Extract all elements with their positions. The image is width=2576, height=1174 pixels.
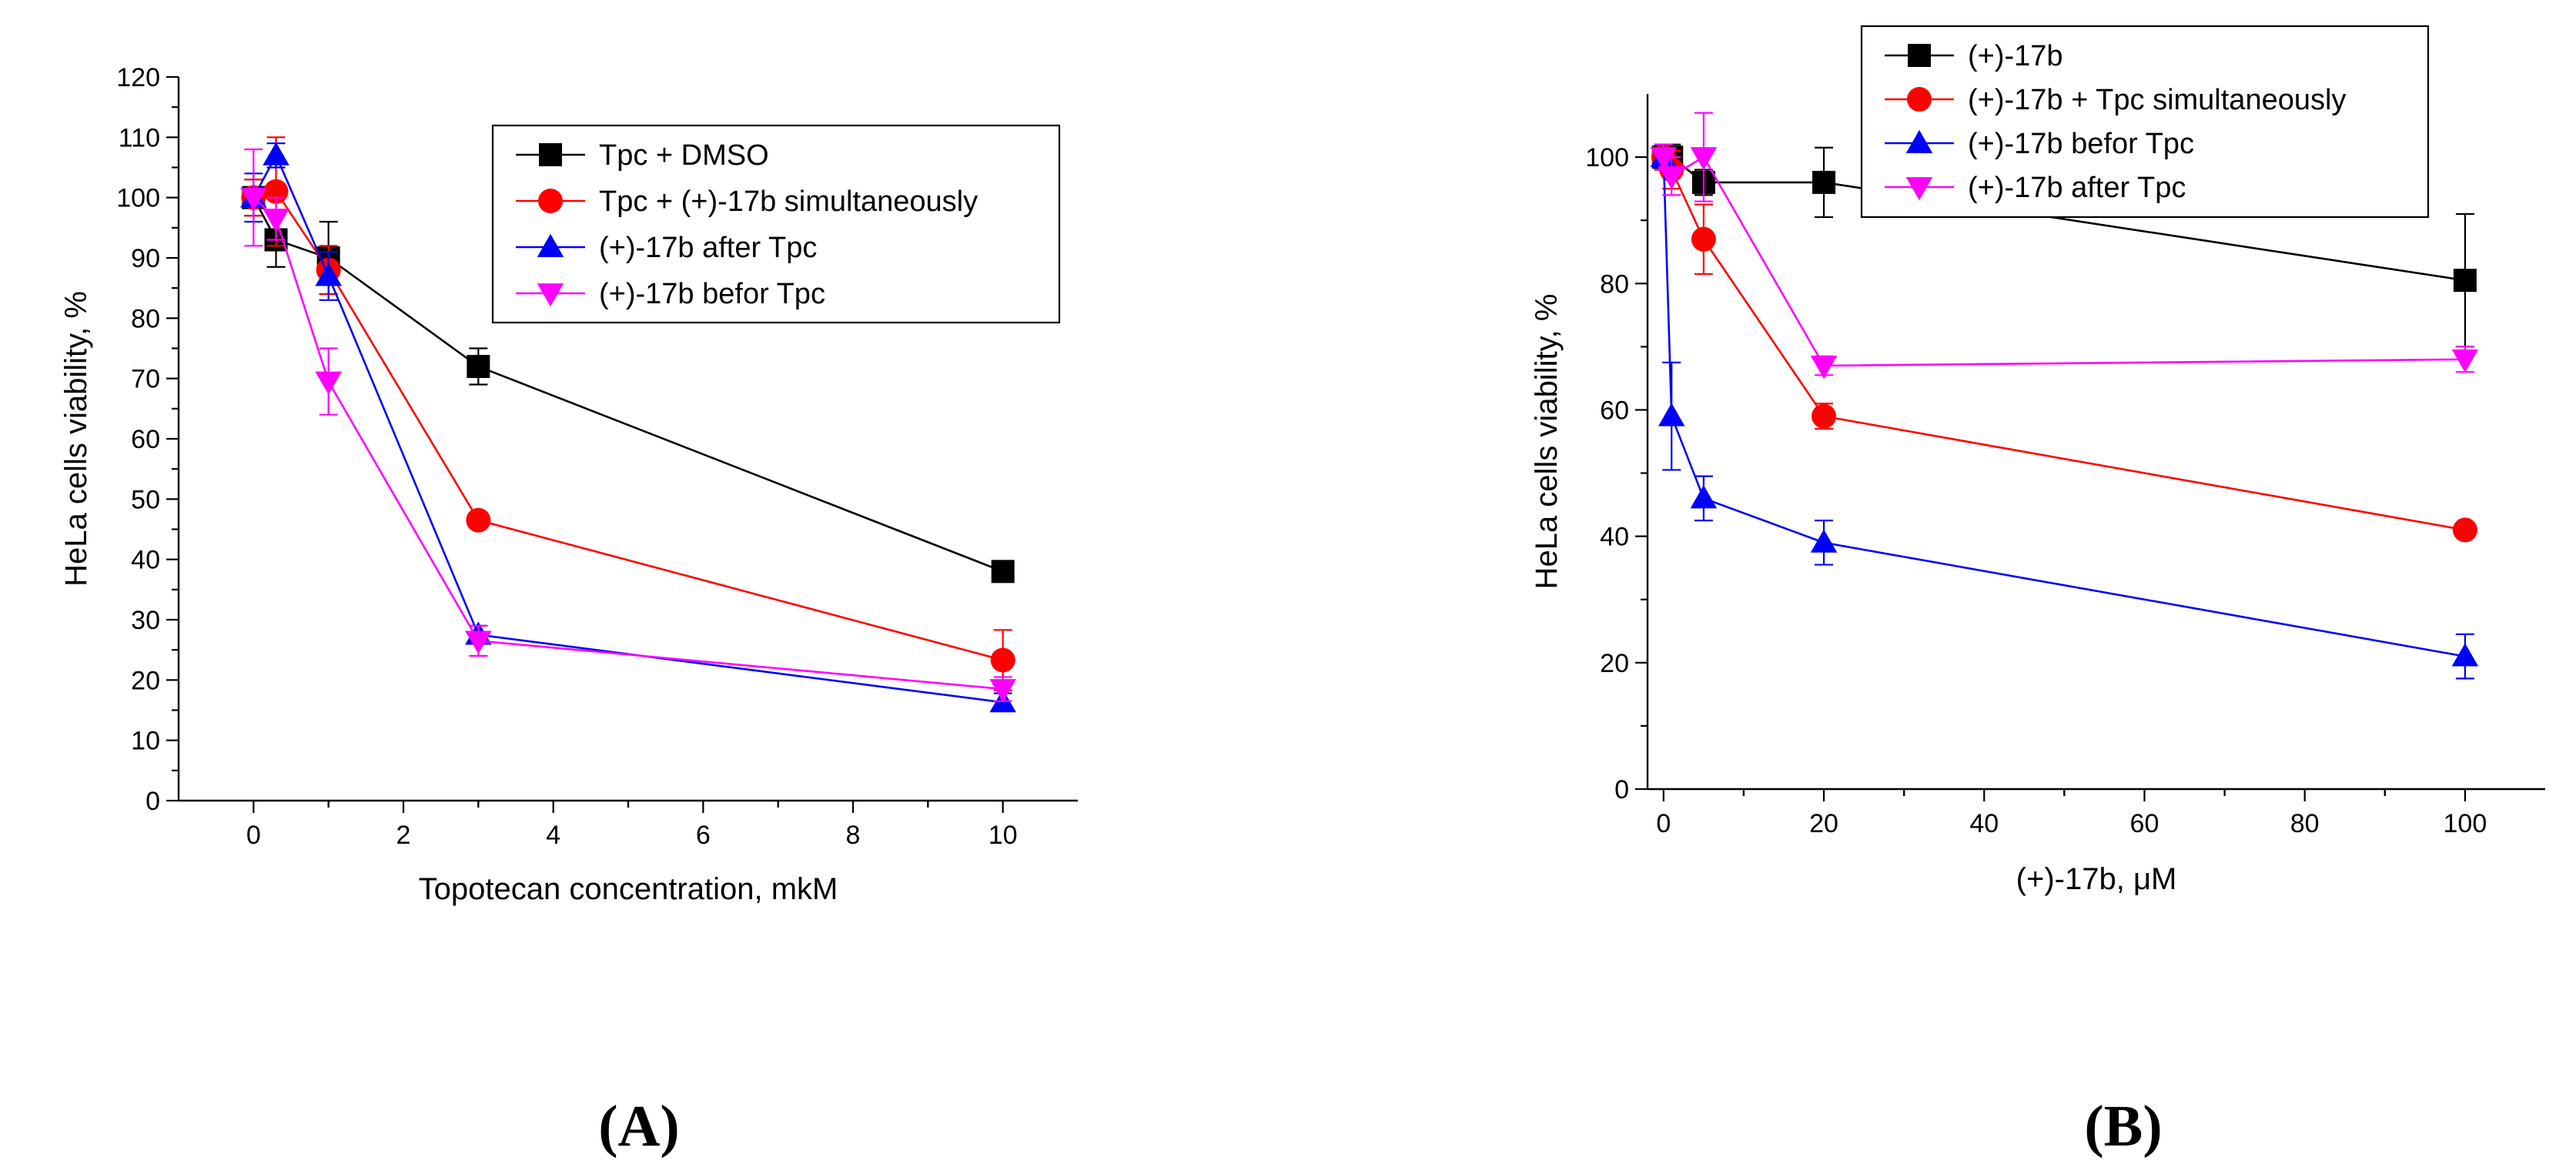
x-tick-label: 8: [846, 821, 861, 850]
x-tick-label: 20: [1809, 809, 1838, 838]
chart-panel-b: 0 20 40 60 80 100 0 20 40 60 80 100 (+)-17b, μM HeLa …: [1530, 25, 2545, 1159]
y-tick-label: 40: [131, 546, 160, 575]
y-tick-label: 30: [131, 606, 160, 635]
y-axis-label: HeLa cells viability, %: [1530, 294, 1564, 590]
x-tick-label: 2: [396, 821, 411, 850]
legend-marker: [537, 233, 564, 257]
y-tick-label: 10: [131, 727, 160, 756]
series-3: [1650, 112, 2479, 380]
data-point: [263, 209, 289, 232]
x-axis-label: Topotecan concentration, mkM: [419, 872, 838, 906]
data-point: [315, 263, 342, 286]
data-point: [1812, 403, 1837, 429]
legend-marker: [1907, 87, 1932, 112]
data-point: [990, 647, 1015, 673]
series-2: [1650, 143, 2479, 680]
x-tick-label: 0: [1656, 809, 1671, 838]
data-point: [1658, 403, 1685, 426]
panel-label: (B): [2084, 1094, 2162, 1159]
data-point: [1650, 147, 1678, 171]
legend: (+)-17b (+)-17b + Tpc simultaneously (+)-1…: [1860, 25, 2430, 219]
data-point: [2451, 643, 2479, 667]
y-tick-label: 40: [1600, 523, 1629, 552]
chart-panel-a: 0 10 20 30 40 50 60 70 80 90 100 110 120 0 2 4 6 8 10 Topot…: [59, 63, 1078, 1159]
y-tick-label: 0: [146, 787, 160, 816]
data-point: [1658, 166, 1685, 189]
x-tick-label: 80: [2290, 809, 2320, 838]
y-tick-label: 90: [131, 244, 160, 273]
legend-entry: Tpc + (+)-17b simultaneously: [599, 186, 978, 218]
data-point: [1810, 529, 1838, 553]
x-tick-label: 60: [2130, 809, 2159, 838]
legend-entry: (+)-17b befor Tpc: [599, 278, 825, 310]
y-tick-label: 20: [1600, 649, 1629, 678]
legend-entry: (+)-17b after Tpc: [1968, 172, 2186, 204]
legend-box: [491, 124, 1061, 324]
x-tick-label: 0: [246, 821, 261, 850]
panel-label: (A): [598, 1094, 680, 1159]
legend: Tpc + DMSO Tpc + (+)-17b simultaneously (+…: [491, 124, 1061, 324]
data-point: [2452, 517, 2477, 543]
data-point: [989, 679, 1016, 703]
y-tick-label: 60: [1600, 396, 1629, 425]
legend-entry: Tpc + DMSO: [599, 139, 769, 172]
data-point: [2453, 269, 2477, 293]
x-tick-label: 4: [546, 821, 560, 850]
legend-marker: [539, 143, 562, 166]
series-3: [240, 148, 1016, 703]
data-point: [1691, 226, 1716, 252]
series-line: [1662, 157, 2466, 657]
data-point: [1810, 356, 1838, 380]
x-tick-label: 6: [696, 821, 711, 850]
y-tick-label: 80: [1600, 269, 1629, 299]
legend-marker: [1908, 44, 1931, 67]
y-tick-label: 80: [131, 304, 160, 333]
legend-entry: (+)-17b + Tpc simultaneously: [1968, 84, 2346, 116]
data-point: [1812, 170, 1836, 194]
legend-box: [1860, 25, 2430, 219]
legend-marker: [538, 189, 563, 213]
y-tick-label: 70: [131, 365, 160, 394]
data-point: [1690, 485, 1718, 509]
y-axis-label: HeLa cells viability, %: [59, 291, 93, 587]
data-point: [240, 187, 267, 211]
x-tick-label: 40: [1969, 809, 1999, 838]
legend-marker: [1905, 129, 1933, 153]
data-point: [466, 507, 491, 533]
y-tick-label: 60: [131, 425, 160, 454]
x-tick-label: 100: [2444, 809, 2487, 838]
legend-entry: (+)-17b: [1968, 40, 2063, 72]
y-tick-label: 0: [1614, 775, 1629, 804]
legend-marker: [537, 283, 564, 307]
legend-entry: (+)-17b befor Tpc: [1968, 128, 2194, 160]
data-point: [467, 355, 490, 378]
data-point: [1690, 147, 1718, 171]
x-tick-label: 10: [989, 821, 1018, 850]
y-tick-label: 120: [116, 63, 160, 92]
legend-marker: [1905, 177, 1933, 201]
data-point: [315, 371, 342, 395]
y-tick-label: 100: [1585, 143, 1629, 172]
x-axis-label: (+)-17b, μM: [2016, 862, 2177, 896]
data-point: [263, 142, 289, 166]
y-tick-label: 50: [131, 485, 160, 514]
data-point: [2451, 349, 2479, 373]
data-point: [465, 630, 492, 654]
y-tick-label: 110: [119, 123, 160, 152]
data-point: [991, 560, 1015, 584]
legend-entry: (+)-17b after Tpc: [599, 232, 817, 264]
y-tick-label: 100: [116, 184, 160, 213]
y-tick-label: 20: [131, 666, 160, 695]
